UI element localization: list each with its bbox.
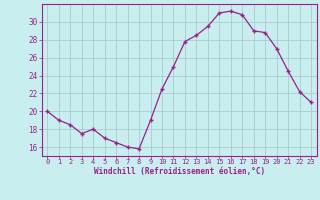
X-axis label: Windchill (Refroidissement éolien,°C): Windchill (Refroidissement éolien,°C)	[94, 167, 265, 176]
